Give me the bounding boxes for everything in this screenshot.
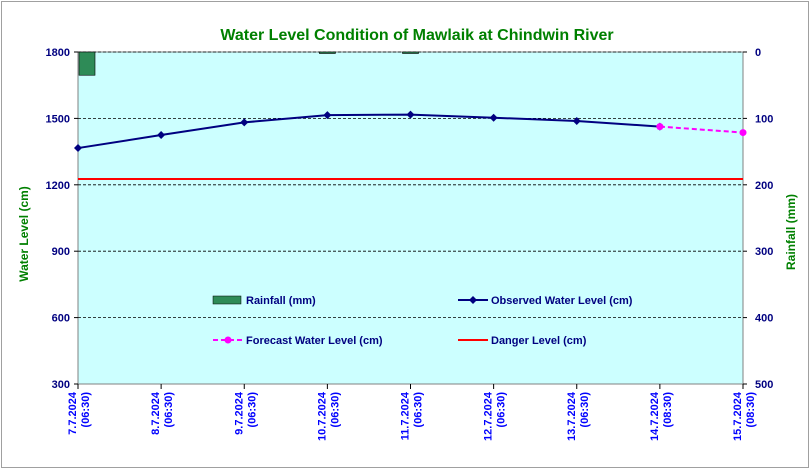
y-tick-label: 1200 [46,180,70,192]
observed-water-level-point [323,111,332,120]
observed-water-level-point [74,144,82,153]
y2-axis-label: Rainfall (mm) [784,194,798,270]
x-tick-date-label: 11.7.2024 [400,391,412,440]
x-tick-time-label: (06:30) [579,392,591,428]
observed-water-level-series [74,110,664,153]
legend-observed-label: Observed Water Level (cm) [491,295,633,307]
x-axis-date-labels: 7.7.2024 (06:30) 8.7.2024 (06:30) 9.7.2024 (0… [67,384,757,441]
x-tick-date-label: 7.7.2024 [67,391,79,435]
x-tick-time-label: (08:30) [745,392,757,428]
y-tick-label: 600 [52,313,70,325]
x-tick-date-label: 10.7.2024 [316,391,328,441]
observed-water-level-line [77,113,660,150]
x-tick-date-label: 9.7.2024 [233,391,245,435]
x-tick-time-label: (06:30) [496,392,508,428]
legend: Rainfall (mm) Observed Water Level (cm) … [212,295,633,347]
y-tick-label: 1800 [46,47,70,59]
x-tick-date-label: 13.7.2024 [566,391,578,441]
rainfall-bar [78,51,96,76]
legend-danger-label: Danger Level (cm) [491,335,587,347]
observed-water-level-point [406,110,415,119]
y2-tick-label: 100 [755,113,773,125]
x-tick-date-label: 8.7.2024 [150,391,162,435]
x-tick-time-label: (06:30) [413,392,425,428]
x-tick-time-label: (06:30) [163,392,175,428]
legend-forecast-marker [224,336,232,344]
legend-rainfall-label: Rainfall (mm) [246,295,316,307]
x-tick-time-label: (06:30) [329,392,341,428]
y-tick-label: 1500 [46,113,70,125]
y2-tick-label: 300 [755,246,773,258]
left-axis-ticks: 1800 1500 1200 900 600 300 [46,47,78,391]
legend-observed-marker [469,296,477,304]
rainfall-bars [78,51,419,76]
right-axis-ticks: 0 100 200 300 400 500 [743,47,773,391]
y-axis-label: Water Level (cm) [17,186,31,282]
y2-tick-label: 400 [755,313,773,325]
y2-tick-label: 200 [755,180,773,192]
y-tick-label: 300 [52,379,70,391]
rainfall-bar [319,51,336,54]
forecast-water-level-point [656,123,664,131]
observed-water-level-point [157,131,166,139]
y2-tick-label: 0 [755,47,761,59]
x-tick-date-label: 12.7.2024 [483,391,495,441]
x-tick-date-label: 14.7.2024 [649,391,661,441]
plot-area [77,51,744,385]
forecast-water-level-point [739,129,747,137]
x-tick-date-label: 15.7.2024 [732,391,744,441]
y-tick-label: 900 [52,246,70,258]
observed-water-level-point [489,113,498,122]
legend-rainfall-swatch [212,295,242,305]
observed-water-level-point [572,117,581,126]
observed-water-level-point [240,118,249,127]
rainfall-bar [402,51,419,54]
y2-tick-label: 500 [755,379,773,391]
x-tick-time-label: (08:30) [662,392,674,428]
forecast-water-level-line [659,125,744,134]
x-tick-time-label: (06:30) [80,392,92,428]
legend-forecast-label: Forecast Water Level (cm) [246,335,383,347]
chart-title: Water Level Condition of Mawlaik at Chin… [220,27,613,44]
x-tick-time-label: (06:30) [246,392,258,428]
forecast-water-level-series [656,123,747,137]
